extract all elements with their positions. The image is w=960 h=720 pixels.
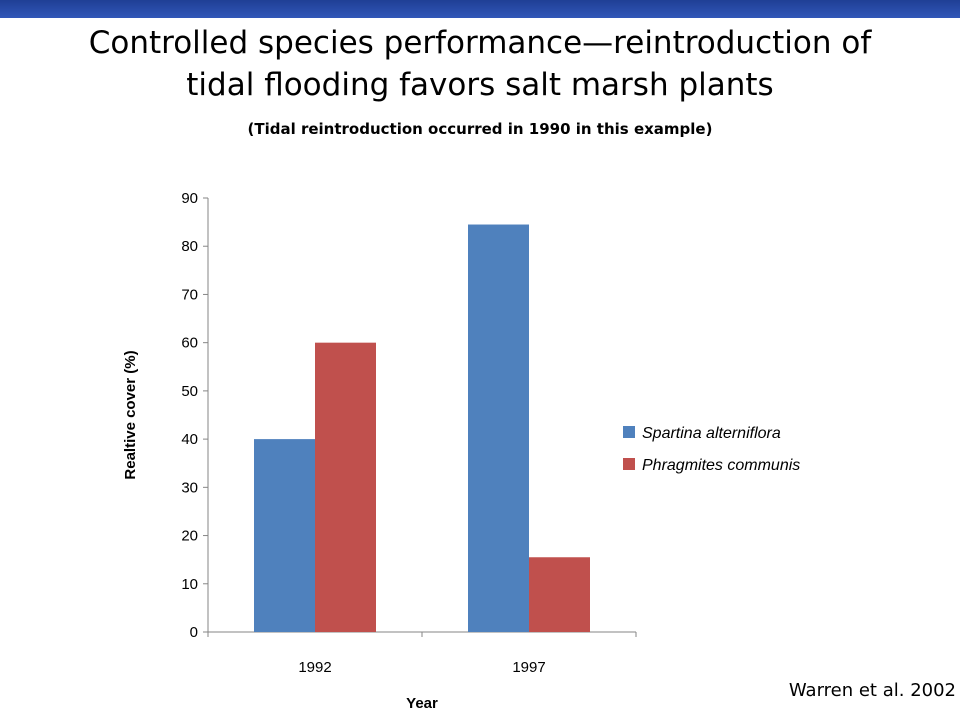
y-tick-label: 80	[181, 238, 198, 255]
y-tick-label: 0	[190, 624, 198, 641]
y-tick-label: 60	[181, 335, 198, 352]
legend-swatch	[623, 458, 635, 470]
slide-title: Controlled species performance—reintrodu…	[0, 22, 960, 106]
y-tick-label: 90	[181, 190, 198, 207]
bar	[254, 439, 315, 632]
slide-top-bar	[0, 0, 960, 18]
legend-swatch	[623, 426, 635, 438]
y-axis-title: Realtive cover (%)	[122, 350, 139, 479]
slide-title-line-2: tidal flooding favors salt marsh plants	[186, 67, 774, 103]
bar	[468, 224, 529, 632]
y-tick-label: 30	[181, 479, 198, 496]
legend-label: Spartina alterniflora	[642, 425, 781, 442]
y-tick-label: 10	[181, 576, 198, 593]
slide-subtitle: (Tidal reintroduction occurred in 1990 i…	[247, 120, 713, 138]
x-axis-title: Year	[406, 695, 438, 712]
bar	[315, 342, 376, 632]
y-tick-label: 20	[181, 528, 198, 545]
y-tick-label: 70	[181, 286, 198, 303]
legend-label: Phragmites communis	[642, 457, 800, 474]
x-tick-label: 1992	[298, 659, 331, 676]
y-tick-label: 50	[181, 383, 198, 400]
bar	[529, 557, 590, 632]
x-tick-label: 1997	[512, 659, 545, 676]
slide-title-line-1: Controlled species performance—reintrodu…	[88, 25, 872, 61]
y-tick-label: 40	[181, 431, 198, 448]
citation: Warren et al. 2002	[788, 680, 956, 701]
